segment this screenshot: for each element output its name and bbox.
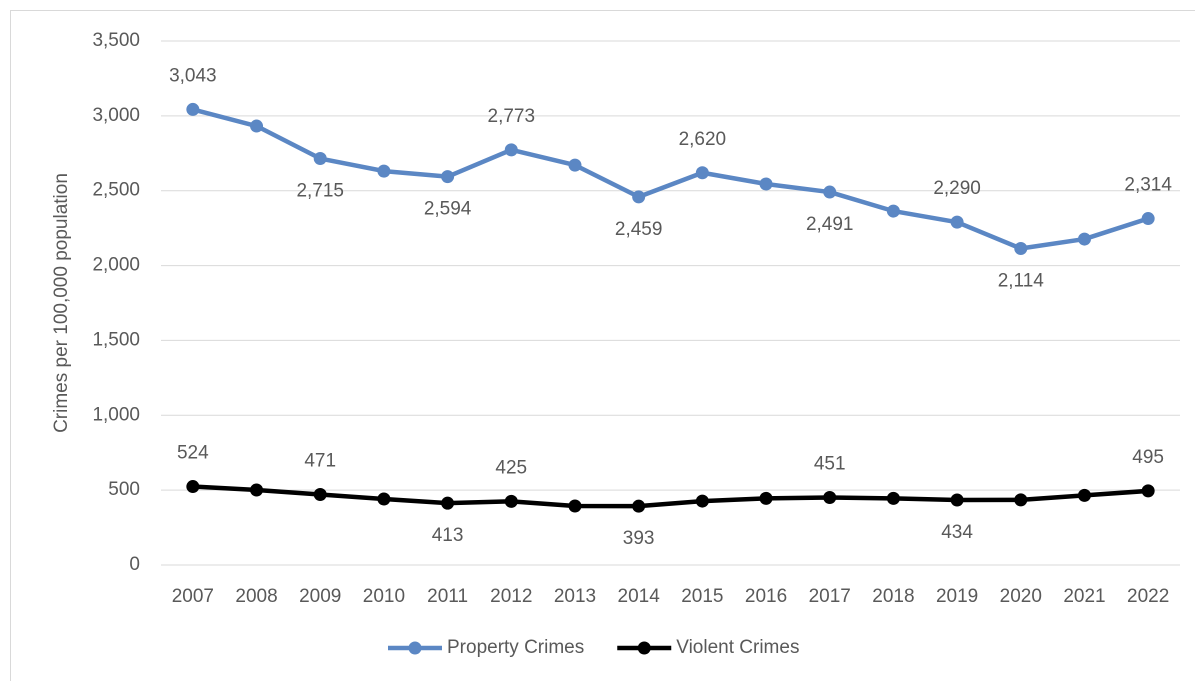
x-tick-label: 2014 bbox=[618, 586, 661, 607]
legend-label: Violent Crimes bbox=[676, 637, 799, 658]
x-tick-label: 2020 bbox=[1000, 586, 1042, 607]
point bbox=[695, 494, 709, 508]
x-tick-label: 2021 bbox=[1063, 586, 1105, 607]
data-label: 413 bbox=[432, 525, 464, 546]
x-tick-label: 2011 bbox=[427, 586, 468, 607]
point bbox=[1141, 212, 1155, 226]
point bbox=[759, 491, 773, 505]
point bbox=[695, 166, 709, 180]
data-label: 451 bbox=[814, 453, 846, 474]
x-tick-label: 2022 bbox=[1127, 586, 1169, 607]
data-label: 2,314 bbox=[1124, 175, 1172, 196]
point bbox=[886, 491, 900, 505]
point bbox=[504, 143, 518, 157]
point bbox=[1077, 232, 1091, 246]
x-tick-label: 2016 bbox=[745, 586, 787, 607]
y-tick-label: 2,500 bbox=[92, 180, 140, 201]
point bbox=[313, 487, 327, 501]
data-label: 393 bbox=[623, 528, 655, 549]
legend-marker bbox=[637, 641, 651, 655]
point bbox=[377, 164, 391, 178]
data-label: 2,114 bbox=[998, 271, 1045, 292]
point bbox=[759, 177, 773, 191]
legend-marker bbox=[408, 641, 422, 655]
point bbox=[441, 170, 455, 184]
point bbox=[886, 204, 900, 218]
x-tick-label: 2019 bbox=[936, 586, 978, 607]
point bbox=[250, 119, 264, 133]
point bbox=[441, 496, 455, 510]
data-label: 2,491 bbox=[806, 214, 854, 235]
point bbox=[186, 480, 200, 494]
y-tick-label: 1,500 bbox=[92, 329, 140, 350]
x-tick-label: 2007 bbox=[172, 586, 214, 607]
x-tick-label: 2013 bbox=[554, 586, 596, 607]
point bbox=[823, 185, 837, 199]
y-tick-label: 500 bbox=[108, 479, 140, 500]
x-tick-label: 2018 bbox=[872, 586, 914, 607]
data-label: 2,620 bbox=[679, 129, 727, 150]
point bbox=[1077, 488, 1091, 502]
data-label: 495 bbox=[1132, 447, 1164, 468]
data-label: 2,773 bbox=[488, 106, 536, 127]
point bbox=[1014, 493, 1028, 507]
chart-border bbox=[10, 10, 1195, 681]
data-label: 3,043 bbox=[169, 65, 217, 86]
point bbox=[950, 493, 964, 507]
y-axis-title: Crimes per 100,000 population bbox=[51, 173, 72, 433]
y-tick-label: 3,000 bbox=[92, 105, 140, 126]
point bbox=[632, 499, 646, 513]
x-tick-label: 2010 bbox=[363, 586, 405, 607]
point bbox=[568, 158, 582, 172]
x-tick-label: 2015 bbox=[681, 586, 723, 607]
data-label: 2,715 bbox=[296, 181, 344, 202]
data-label: 2,290 bbox=[933, 178, 981, 199]
point bbox=[823, 490, 837, 504]
legend-label: Property Crimes bbox=[447, 637, 584, 658]
data-label: 471 bbox=[304, 451, 336, 472]
data-label: 2,594 bbox=[424, 199, 472, 220]
point bbox=[186, 102, 200, 116]
point bbox=[1141, 484, 1155, 498]
series-line bbox=[192, 107, 1149, 251]
point bbox=[1014, 242, 1028, 256]
x-tick-label: 2009 bbox=[299, 586, 341, 607]
y-tick-label: 3,500 bbox=[92, 30, 140, 51]
data-label: 524 bbox=[177, 443, 209, 464]
x-tick-label: 2012 bbox=[490, 586, 532, 607]
data-label: 434 bbox=[941, 522, 973, 543]
point bbox=[250, 483, 264, 497]
data-label: 2,459 bbox=[615, 219, 663, 240]
y-tick-label: 2,000 bbox=[92, 255, 140, 276]
point bbox=[950, 215, 964, 229]
y-tick-label: 1,000 bbox=[92, 404, 140, 425]
x-tick-label: 2017 bbox=[809, 586, 851, 607]
point bbox=[568, 499, 582, 513]
series-line bbox=[192, 484, 1149, 509]
point bbox=[632, 190, 646, 204]
point bbox=[313, 152, 327, 166]
point bbox=[504, 494, 518, 508]
x-tick-label: 2008 bbox=[235, 586, 277, 607]
point bbox=[377, 492, 391, 506]
data-label: 425 bbox=[495, 457, 527, 478]
y-tick-label: 0 bbox=[129, 554, 140, 575]
